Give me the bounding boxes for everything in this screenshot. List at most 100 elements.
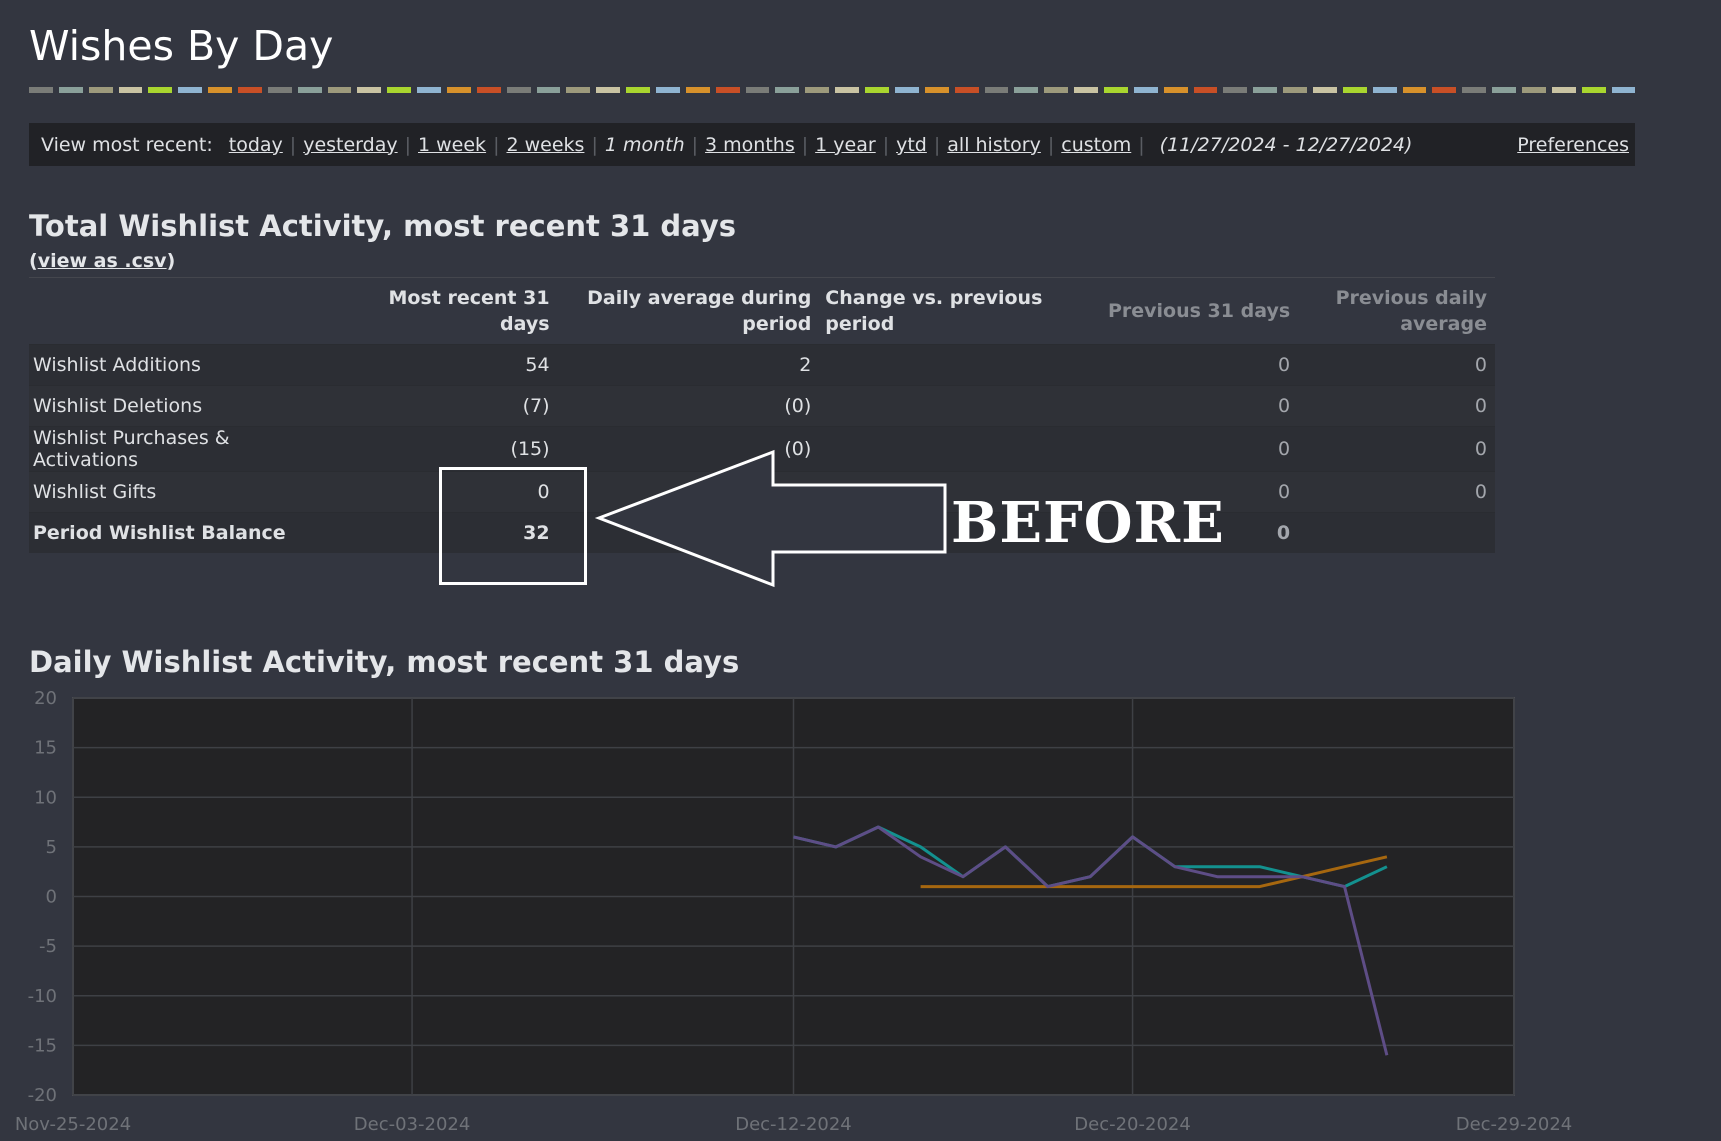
divider-segment <box>178 87 203 93</box>
nav-link-ytd[interactable]: ytd <box>896 133 927 156</box>
divider-segment <box>387 87 412 93</box>
divider-segment <box>506 87 531 93</box>
header-previous: Previous 31 days <box>1092 277 1299 345</box>
highlight-box <box>439 467 587 585</box>
nav-link-custom[interactable]: custom <box>1061 133 1132 156</box>
nav-link-2-weeks[interactable]: 2 weeks <box>506 133 585 156</box>
x-tick-label: Dec-29-2024 <box>1456 1114 1573 1135</box>
divider-segment <box>148 87 173 93</box>
cell-recent: 54 <box>347 344 558 386</box>
cell-prev: 0 <box>1092 512 1299 553</box>
x-tick-label: Nov-25-2024 <box>15 1114 131 1135</box>
nav-separator: | <box>1138 133 1145 156</box>
nav-link-3-months[interactable]: 3 months <box>705 133 795 156</box>
divider-segment <box>775 87 800 93</box>
nav-separator: | <box>289 133 297 156</box>
divider-segment <box>1103 87 1128 93</box>
divider-segment <box>596 87 621 93</box>
divider-segment <box>984 87 1009 93</box>
divider-segment <box>447 87 471 93</box>
date-range-nav: View most recent: today | yesterday | 1 we… <box>29 123 1635 166</box>
table-row: Wishlist Additions 54 2 0 0 <box>29 344 1495 386</box>
cell-recent: (7) <box>347 385 558 427</box>
y-tick-label: 15 <box>34 738 57 759</box>
nav-link-yesterday[interactable]: yesterday <box>303 133 398 156</box>
nav-separator: | <box>933 133 941 156</box>
nav-link-1-week[interactable]: 1 week <box>418 133 487 156</box>
divider-segment <box>1193 87 1218 93</box>
cell-change <box>819 385 1093 427</box>
nav-label: View most recent: <box>41 133 213 156</box>
divider-segment <box>805 87 830 93</box>
divider-segment <box>1312 87 1337 93</box>
divider-segment <box>417 87 442 93</box>
view-csv-link[interactable]: view as .csv <box>37 250 167 272</box>
divider-segment <box>58 87 83 93</box>
header-daily-average: Daily average during period <box>557 277 820 345</box>
divider-segment <box>566 87 591 93</box>
divider-segment <box>476 87 501 93</box>
y-tick-label: 20 <box>34 688 57 709</box>
divider-segment <box>1611 87 1636 93</box>
divider-segment <box>924 87 949 93</box>
y-tick-label: 0 <box>46 887 57 908</box>
x-tick-label: Dec-03-2024 <box>354 1114 471 1135</box>
divider-segment <box>715 87 740 93</box>
y-tick-label: -5 <box>39 936 57 957</box>
divider-segment <box>327 87 352 93</box>
nav-link-today[interactable]: today <box>228 133 283 156</box>
cell-prev: 0 <box>1092 471 1299 513</box>
cell-prev_avg <box>1298 512 1495 553</box>
nav-separator: | <box>404 133 412 156</box>
color-divider <box>29 87 1636 93</box>
nav-separator: | <box>691 133 699 156</box>
divider-segment <box>118 87 143 93</box>
divider-segment <box>835 87 860 93</box>
nav-link-1-year[interactable]: 1 year <box>815 133 876 156</box>
series-line-2 <box>793 825 1389 1056</box>
nav-link-all-history[interactable]: all history <box>947 133 1041 156</box>
cell-recent: 0 <box>347 471 558 513</box>
divider-segment <box>1253 87 1278 93</box>
preferences-link[interactable]: Preferences <box>1517 133 1629 156</box>
y-tick-label: 5 <box>46 837 57 858</box>
cell-recent: (15) <box>347 426 558 472</box>
summary-table: Most recent 31 days Daily average during… <box>29 277 1495 553</box>
nav-separator: | <box>882 133 890 156</box>
table-row: Wishlist Deletions (7) (0) 0 0 <box>29 385 1495 427</box>
divider-segment <box>267 87 292 93</box>
row-label: Wishlist Additions <box>29 344 348 386</box>
cell-avg: (0) <box>557 385 820 427</box>
divider-segment <box>1074 87 1098 93</box>
cell-avg: 2 <box>557 344 820 386</box>
cell-prev: 0 <box>1092 385 1299 427</box>
divider-segment <box>238 87 262 93</box>
nav-current-1-month: 1 month <box>604 133 685 156</box>
divider-segment <box>1014 87 1039 93</box>
cell-avg <box>557 512 820 553</box>
table-row: Wishlist Purchases & Activations (15) (0) 0… <box>29 426 1495 472</box>
x-tick-label: Dec-20-2024 <box>1074 1114 1191 1135</box>
divider-segment <box>1372 87 1397 93</box>
cell-prev_avg: 0 <box>1298 344 1495 386</box>
cell-prev: 0 <box>1092 344 1299 386</box>
divider-segment <box>297 87 322 93</box>
nav-separator: | <box>801 133 809 156</box>
row-label: Wishlist Deletions <box>29 385 348 427</box>
cell-change <box>819 426 1093 472</box>
y-tick-label: -20 <box>28 1085 57 1106</box>
row-label: Wishlist Gifts <box>29 471 348 513</box>
divider-segment <box>1581 87 1606 93</box>
header-most-recent: Most recent 31 days <box>347 277 558 345</box>
divider-segment <box>1133 87 1158 93</box>
divider-segment <box>1223 87 1248 93</box>
series-line-1 <box>920 855 1388 889</box>
cell-avg: (0) <box>557 426 820 472</box>
page-title: Wishes By Day <box>29 22 334 70</box>
divider-segment <box>865 87 889 93</box>
chart-title: Daily Wishlist Activity, most recent 31 … <box>29 645 740 679</box>
divider-segment <box>1342 87 1367 93</box>
cell-prev: 0 <box>1092 426 1299 472</box>
cell-prev_avg: 0 <box>1298 471 1495 513</box>
y-tick-label: -15 <box>28 1035 57 1056</box>
